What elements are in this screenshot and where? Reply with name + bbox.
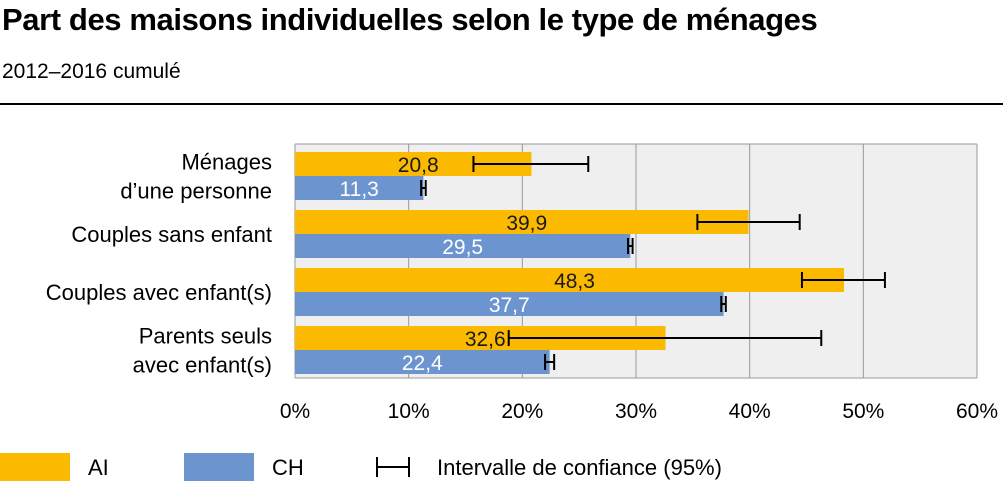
x-tick-label: 0% bbox=[280, 400, 310, 423]
legend-label: CH bbox=[272, 455, 304, 480]
plot-area: 0% 10% 20% 30% 40% 50% 60% 20,8 11,3 Ménages d’une… bbox=[46, 143, 998, 423]
bar-ch bbox=[295, 234, 631, 258]
x-tick-label: 30% bbox=[615, 400, 657, 423]
data-label: 11,3 bbox=[340, 178, 379, 201]
category-label: Couples sans enfant bbox=[71, 222, 272, 247]
category-label: Couples avec enfant(s) bbox=[46, 280, 272, 305]
bar-ch bbox=[295, 292, 724, 316]
category-label: Parents seuls avec enfant(s) bbox=[133, 324, 272, 378]
data-label: 29,5 bbox=[442, 236, 483, 259]
title-divider bbox=[0, 103, 1003, 105]
bar-ai bbox=[295, 268, 845, 292]
bar-ch bbox=[295, 176, 424, 200]
data-label: 48,3 bbox=[554, 270, 595, 293]
x-tick-label: 50% bbox=[842, 400, 884, 423]
bar-ai bbox=[295, 210, 749, 234]
x-tick-label: 10% bbox=[388, 400, 430, 423]
chart-title: Part des maisons individuelles selon le … bbox=[2, 2, 818, 37]
data-label: 39,9 bbox=[506, 212, 547, 235]
category-label: Ménages d’une personne bbox=[120, 150, 272, 204]
legend-swatch-ai bbox=[0, 453, 70, 481]
data-label: 32,6 bbox=[465, 328, 506, 351]
data-label: 22,4 bbox=[402, 352, 443, 375]
chart-subtitle: 2012–2016 cumulé bbox=[2, 60, 181, 83]
chart-legend: AI CH Intervalle de confiance (95%) bbox=[0, 453, 722, 481]
x-tick-label: 40% bbox=[729, 400, 771, 423]
data-label: 37,7 bbox=[489, 294, 530, 317]
legend-swatch-ch bbox=[184, 453, 254, 481]
data-label: 20,8 bbox=[398, 154, 439, 177]
legend-label: AI bbox=[88, 455, 109, 480]
legend-ci-label: Intervalle de confiance (95%) bbox=[437, 455, 722, 480]
x-tick-label: 60% bbox=[956, 400, 998, 423]
x-tick-label: 20% bbox=[501, 400, 543, 423]
bar-ch bbox=[295, 350, 550, 374]
